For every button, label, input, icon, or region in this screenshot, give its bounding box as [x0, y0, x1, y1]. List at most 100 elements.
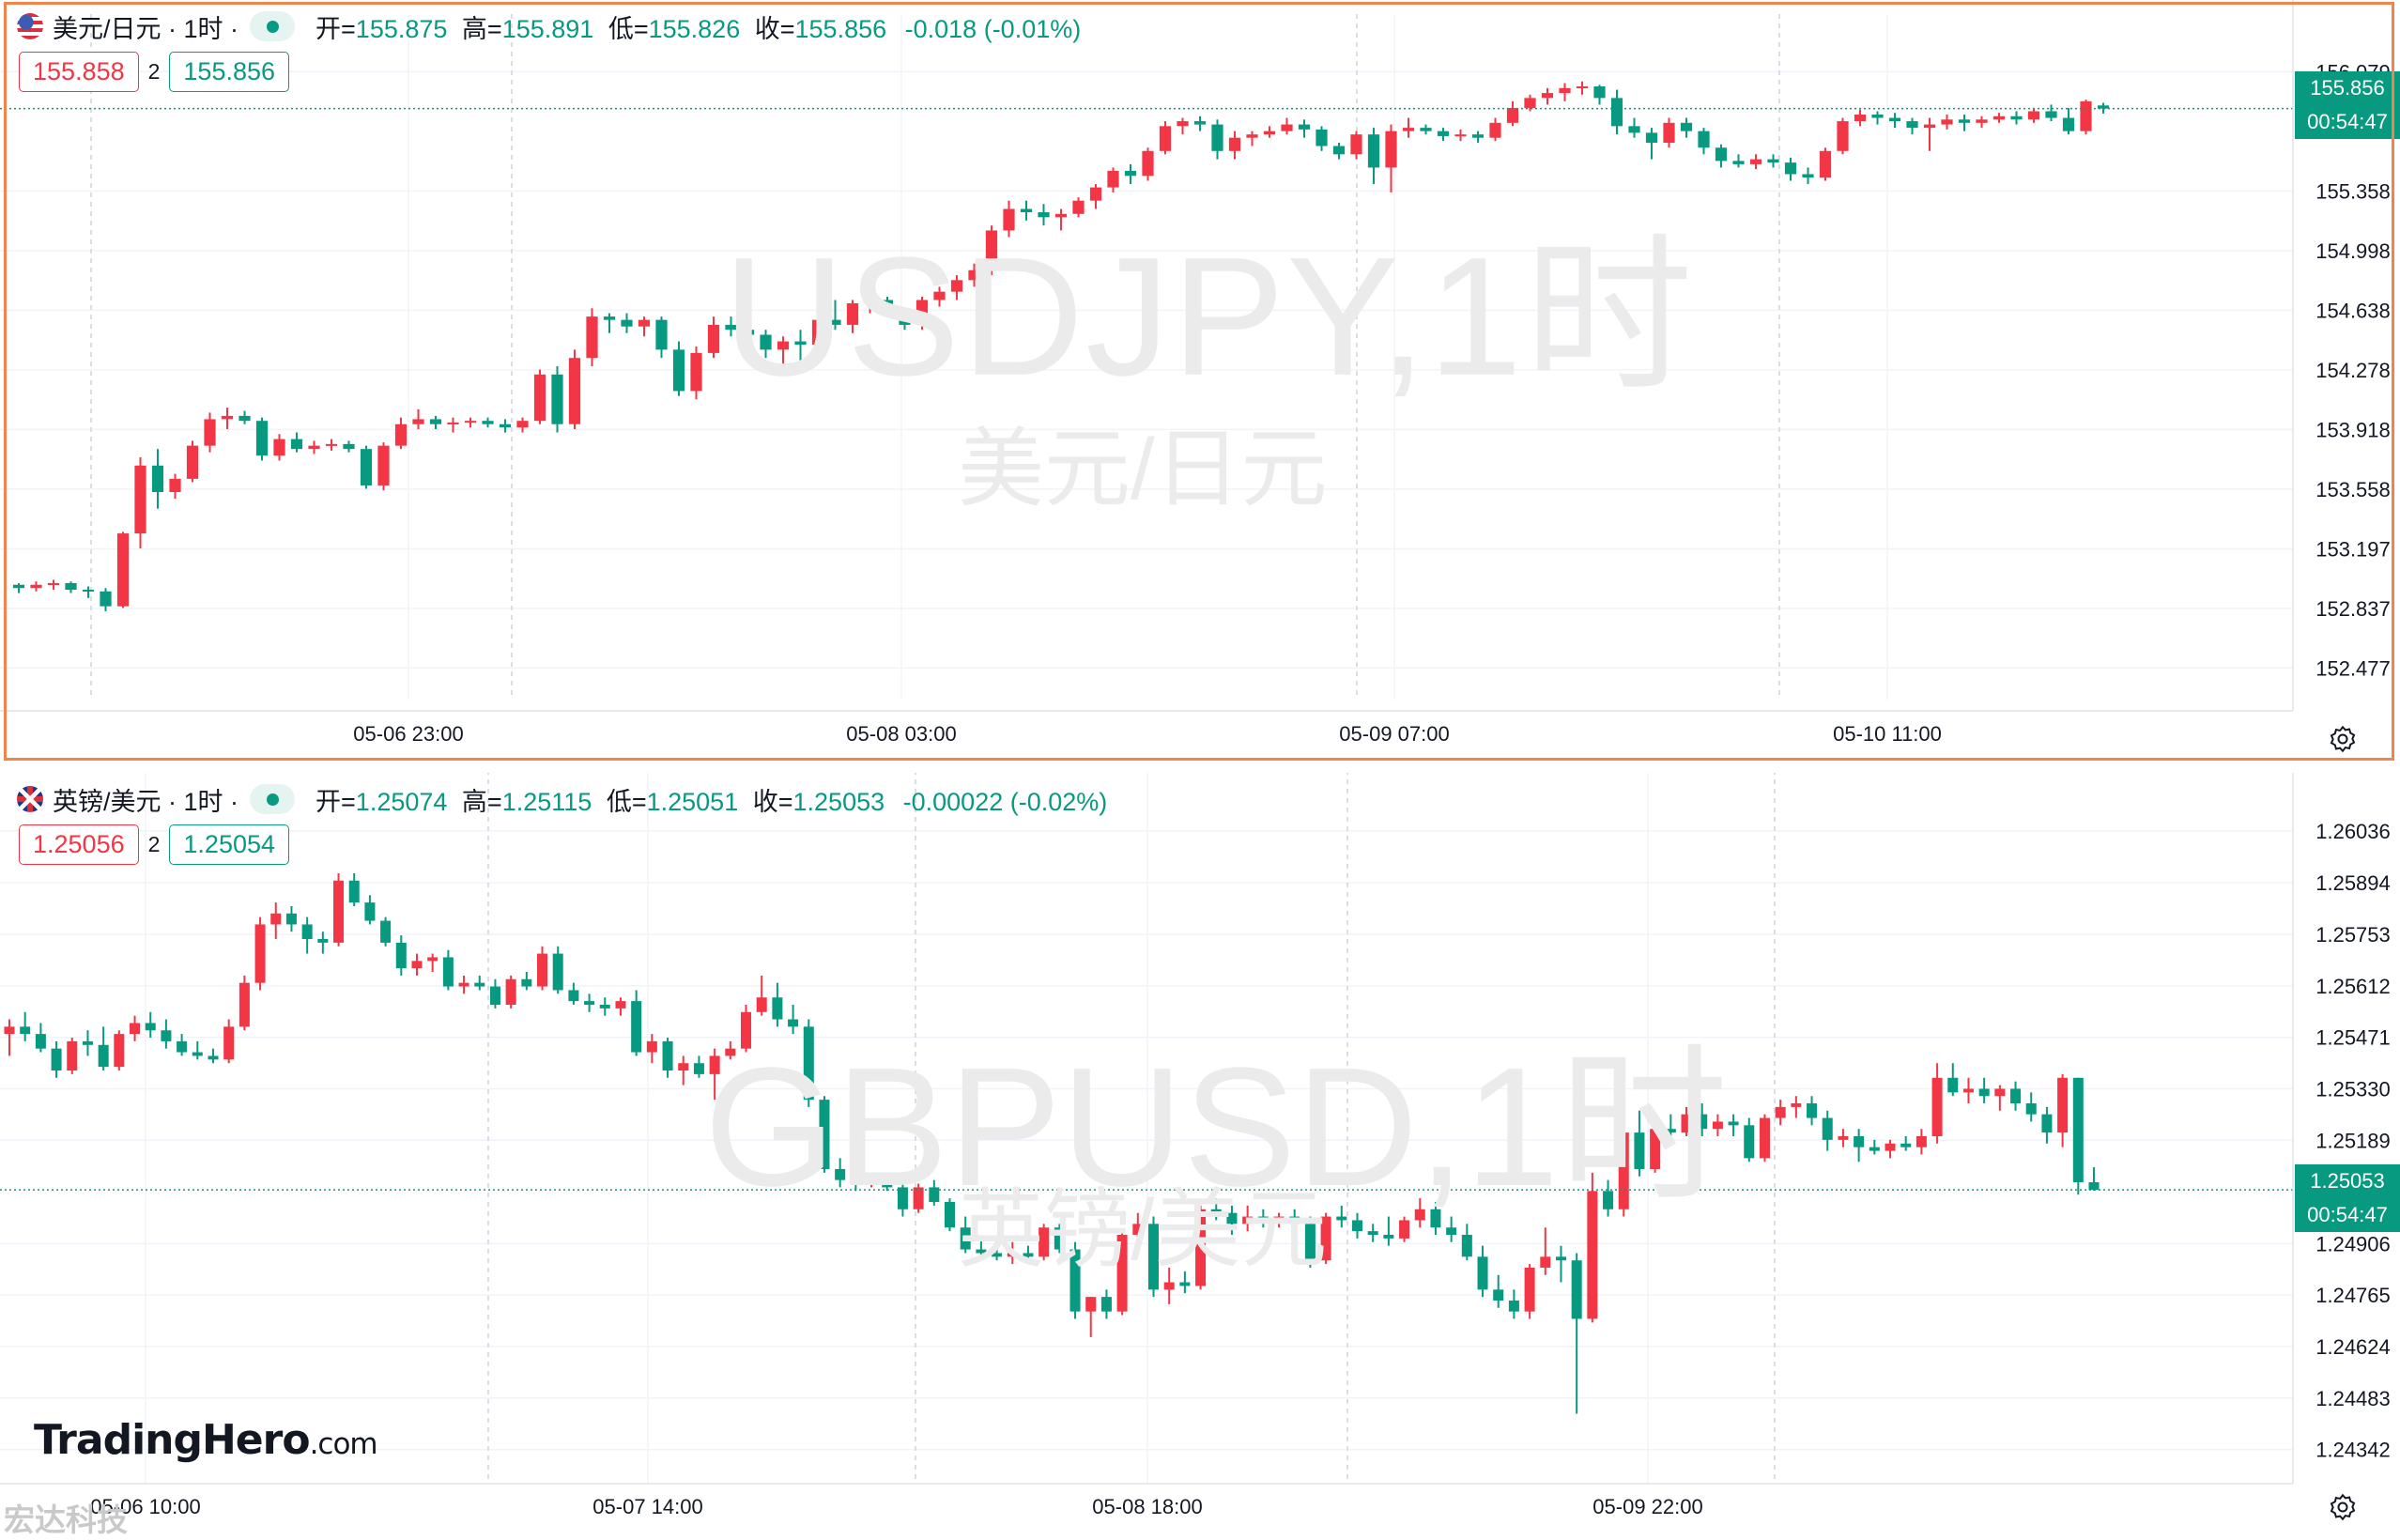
candle-body [1430, 1209, 1441, 1228]
usdjpy-chart-pane[interactable]: 156.079155.358154.998154.638154.278153.9… [0, 0, 2400, 765]
candle-body [760, 334, 772, 350]
candle-body [4, 1026, 15, 1035]
candle-body [221, 415, 234, 420]
candle-body [1947, 1077, 1959, 1093]
candle-body [1506, 107, 1519, 123]
candle-body [169, 478, 181, 492]
candle-body [1931, 1077, 1943, 1136]
y-axis-label: 1.24624 [2315, 1335, 2391, 1359]
candle-body [161, 1030, 172, 1041]
candle-body [944, 1202, 956, 1228]
candle-body [603, 316, 616, 320]
gear-icon[interactable] [2327, 723, 2359, 755]
y-axis-label: 1.25471 [2315, 1026, 2391, 1050]
candle-body [1541, 93, 1554, 99]
candle-body [412, 419, 424, 424]
candle-body [301, 924, 313, 939]
candle-body [1242, 1216, 1254, 1224]
y-axis-label: 155.358 [2315, 179, 2391, 203]
candle-body [1246, 134, 1258, 138]
candle-body [741, 1011, 752, 1049]
candle-body [1489, 122, 1501, 138]
y-axis-label: 1.24906 [2315, 1232, 2391, 1255]
candle-body [1791, 1103, 1802, 1107]
candle-body [913, 1187, 924, 1209]
candle-body [1385, 131, 1397, 168]
candle-body [20, 1026, 31, 1035]
candle-body [186, 445, 199, 479]
candle-body [1263, 131, 1276, 135]
candle-body [82, 590, 95, 593]
sell-price-button[interactable]: 1.25056 [19, 824, 139, 865]
candle-body [2027, 111, 2040, 120]
candle-body [114, 1034, 125, 1068]
y-axis-label: 1.24765 [2315, 1284, 2391, 1307]
market-open-dot-icon[interactable] [250, 11, 296, 41]
candle-body [1163, 1282, 1175, 1290]
candle-body [134, 465, 146, 534]
candle-body [1437, 131, 1450, 136]
candle-body [1784, 162, 1797, 175]
candle-body [474, 982, 485, 987]
candle-body [47, 582, 60, 585]
y-axis-label: 153.918 [2315, 418, 2391, 441]
candle-body [1367, 134, 1380, 168]
candle-body [1226, 1212, 1238, 1224]
symbol-title[interactable]: 英镑/美元 · 1时 · [53, 787, 239, 816]
candle-body [803, 1026, 814, 1101]
candle-body [1289, 1216, 1300, 1224]
y-axis-label: 1.26036 [2315, 820, 2391, 843]
candle-body [65, 582, 77, 591]
candle-body [1383, 1235, 1394, 1239]
y-axis-label: 1.24483 [2315, 1387, 2391, 1410]
buy-price-button[interactable]: 155.856 [169, 51, 290, 92]
symbol-title[interactable]: 美元/日元 · 1时 · [53, 14, 239, 43]
candle-body [615, 1001, 626, 1009]
candle-body [1193, 121, 1207, 125]
candle-body [864, 300, 876, 303]
candle-body [772, 997, 783, 1020]
gear-icon[interactable] [2327, 1491, 2359, 1523]
gbpusd-chart-canvas[interactable]: 1.26036 1.25894 1.25753 1.25612 1.25471 1.253… [0, 773, 2400, 1534]
candle-body [1618, 1132, 1629, 1209]
candle-body [584, 1001, 595, 1005]
candle-body [1147, 1224, 1160, 1290]
candle-body [552, 953, 563, 991]
candle-body [1020, 208, 1033, 213]
candle-body [1822, 1117, 1833, 1140]
market-open-dot-icon[interactable] [250, 784, 296, 814]
candle-body [968, 270, 980, 281]
candle-body [678, 1063, 689, 1070]
usdjpy-chart-canvas[interactable]: 156.079155.358154.998154.638154.278153.9… [0, 0, 2400, 765]
candle-body [1576, 86, 1589, 89]
candle-body [950, 280, 963, 292]
candle-body [348, 880, 360, 903]
candle-body [1195, 1209, 1207, 1286]
candle-body [458, 982, 469, 987]
sell-price-button[interactable]: 155.858 [19, 51, 139, 92]
candle-body [1211, 124, 1223, 151]
y-axis-label: 154.638 [2315, 299, 2391, 322]
candle-body [756, 997, 767, 1012]
x-axis-label: 05-08 03:00 [846, 722, 956, 746]
candle-body [116, 533, 130, 607]
candle-body [1179, 1282, 1191, 1286]
candle-body [1054, 213, 1068, 218]
candle-body [1663, 122, 1675, 143]
candle-body [1603, 1191, 1614, 1209]
x-axis-label: 05-10 11:00 [1833, 722, 1942, 746]
ohlc-values: 开=1.25074 高=1.25115 低=1.25051 收=1.25053 … [315, 787, 1108, 816]
candle-body [1446, 1227, 1457, 1235]
candle-body [1888, 117, 1901, 122]
candle-body [2041, 1114, 2053, 1133]
candle-body [1461, 1235, 1472, 1257]
candle-body [1107, 170, 1119, 188]
candle-body [394, 424, 408, 446]
candle-body [1414, 1209, 1425, 1221]
candle-body [655, 319, 668, 350]
candle-body [192, 1052, 203, 1056]
candle-body [82, 1040, 93, 1045]
candle-body [1069, 1249, 1081, 1312]
candle-body [223, 1026, 235, 1060]
buy-price-button[interactable]: 1.25054 [169, 824, 290, 865]
